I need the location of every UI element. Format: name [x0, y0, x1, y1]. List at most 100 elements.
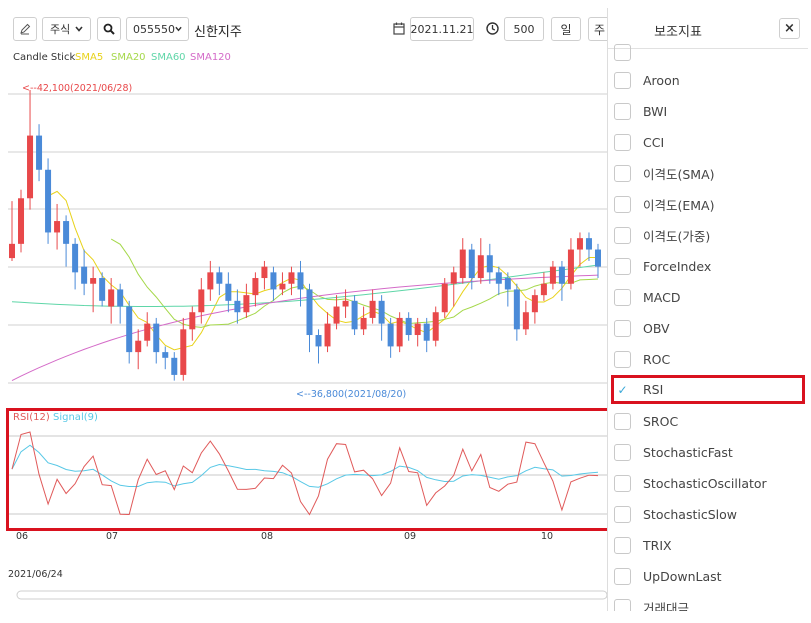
candle-body [126, 306, 133, 353]
date-input[interactable]: 2021.11.21 [410, 17, 474, 41]
checkbox[interactable] [614, 412, 631, 430]
candle-body [558, 266, 565, 284]
indicator-label: MACD [643, 289, 681, 305]
indicator-item-updownlast[interactable]: UpDownLast [608, 563, 806, 589]
period-week-button[interactable]: 주 [588, 17, 607, 41]
candle-body [81, 266, 88, 284]
candle-body [315, 335, 322, 347]
checkbox[interactable] [614, 536, 631, 554]
indicator-item-이격도-ema-[interactable]: 이격도(EMA) [608, 191, 806, 217]
indicator-item-forceindex[interactable]: ForceIndex [608, 253, 806, 279]
horizontal-scrollbar[interactable] [16, 590, 607, 600]
candle-body [468, 249, 475, 279]
checkmark-icon[interactable]: ✓ [617, 382, 628, 397]
checkbox[interactable] [614, 443, 631, 461]
checkbox[interactable] [614, 350, 631, 368]
candle-body [432, 312, 439, 341]
count-input[interactable]: 500 [504, 17, 544, 41]
indicator-label: SROC [643, 413, 679, 429]
checkbox[interactable] [614, 71, 631, 89]
market-select-value: 주식 [50, 23, 71, 36]
indicator-item-cci[interactable]: CCI [608, 129, 806, 155]
candle-body [441, 283, 448, 313]
candle-body [54, 221, 61, 233]
indicator-label: Aroon [643, 72, 680, 88]
legend-sma20: SMA20 [111, 52, 146, 63]
panel-header: 보조지표 × [608, 8, 808, 49]
checkbox[interactable] [614, 505, 631, 523]
legend-sma60: SMA60 [151, 52, 186, 63]
checkbox[interactable] [614, 133, 631, 151]
price-chart[interactable]: Candle Stick SMA5 SMA20 SMA60 SMA120 <--… [0, 0, 607, 623]
draw-pencil-button[interactable] [13, 17, 37, 41]
candle-body [234, 300, 241, 313]
candle-body [225, 283, 232, 301]
calendar-icon[interactable] [393, 22, 405, 35]
checkbox[interactable] [614, 257, 631, 275]
indicator-label: CCI [643, 134, 665, 150]
indicator-label: StochasticOscillator [643, 475, 767, 491]
pencil-icon [20, 23, 31, 35]
indicator-label: OBV [643, 320, 670, 336]
checkbox[interactable] [614, 598, 631, 611]
code-select-value: 055550 [133, 22, 175, 36]
candle-body [405, 317, 412, 336]
legend-sma5: SMA5 [75, 52, 103, 63]
period-day-button[interactable]: 일 [551, 17, 581, 41]
checkbox[interactable] [614, 43, 631, 61]
indicator-item-sroc[interactable]: SROC [608, 408, 806, 434]
indicator-item-stochasticfast[interactable]: StochasticFast [608, 439, 806, 465]
indicator-item-aroon[interactable]: Aroon [608, 67, 806, 93]
toolbar: 주식 055550 신한지주 2021.11.21 500 일 주 [0, 0, 607, 50]
indicator-label: 거래대금 [643, 600, 690, 612]
signal-legend-label: Signal(9) [53, 412, 98, 423]
clock-icon[interactable] [486, 22, 499, 35]
search-icon [103, 23, 115, 35]
indicator-label: 이격도(가중) [643, 228, 711, 244]
candle-body [153, 323, 160, 353]
candle-body [27, 135, 34, 199]
candle-body [423, 323, 430, 341]
indicator-item-거래대금[interactable]: 거래대금 [608, 594, 806, 611]
candle-body [207, 272, 214, 290]
indicator-item-bwi[interactable]: BWI [608, 98, 806, 124]
search-button[interactable] [97, 17, 121, 41]
start-date-label: 2021/06/24 [8, 569, 63, 580]
checkbox[interactable] [614, 164, 631, 182]
checkbox[interactable] [614, 319, 631, 337]
checkbox[interactable] [614, 567, 631, 585]
indicator-item-이격도-sma-[interactable]: 이격도(SMA) [608, 160, 806, 186]
candle-body [144, 323, 151, 341]
x-tick-09: 09 [404, 531, 416, 542]
candle-body [522, 312, 529, 330]
candle-body [450, 272, 457, 284]
checkbox[interactable] [614, 102, 631, 120]
candle-body [540, 283, 547, 296]
indicator-item-roc[interactable]: ROC [608, 346, 806, 372]
indicator-item-stochasticoscillator[interactable]: StochasticOscillator [608, 470, 806, 496]
rsi-pane-highlight [6, 408, 611, 531]
signal-line [11, 444, 599, 488]
indicator-item-obv[interactable]: OBV [608, 315, 806, 341]
panel-title: 보조지표 [654, 25, 702, 40]
code-select[interactable]: 055550 [126, 17, 189, 41]
checkbox[interactable] [614, 474, 631, 492]
indicator-item-hidden[interactable] [608, 39, 806, 65]
close-button[interactable]: × [779, 18, 800, 39]
sma5-line [47, 190, 598, 351]
checkbox[interactable] [614, 226, 631, 244]
indicator-item-이격도-가중-[interactable]: 이격도(가중) [608, 222, 806, 248]
indicator-item-macd[interactable]: MACD [608, 284, 806, 310]
market-select[interactable]: 주식 [42, 17, 91, 41]
candle-body [261, 266, 268, 279]
checkbox[interactable] [614, 195, 631, 213]
indicator-label: 이격도(EMA) [643, 197, 715, 213]
checkbox[interactable] [614, 288, 631, 306]
candle-body [180, 329, 187, 375]
x-tick-08: 08 [261, 531, 273, 542]
indicator-item-stochasticslow[interactable]: StochasticSlow [608, 501, 806, 527]
candle-body [162, 352, 169, 358]
indicator-item-trix[interactable]: TRIX [608, 532, 806, 558]
candle-body [351, 300, 358, 330]
indicator-item-rsi[interactable]: ✓ RSI [611, 375, 805, 404]
